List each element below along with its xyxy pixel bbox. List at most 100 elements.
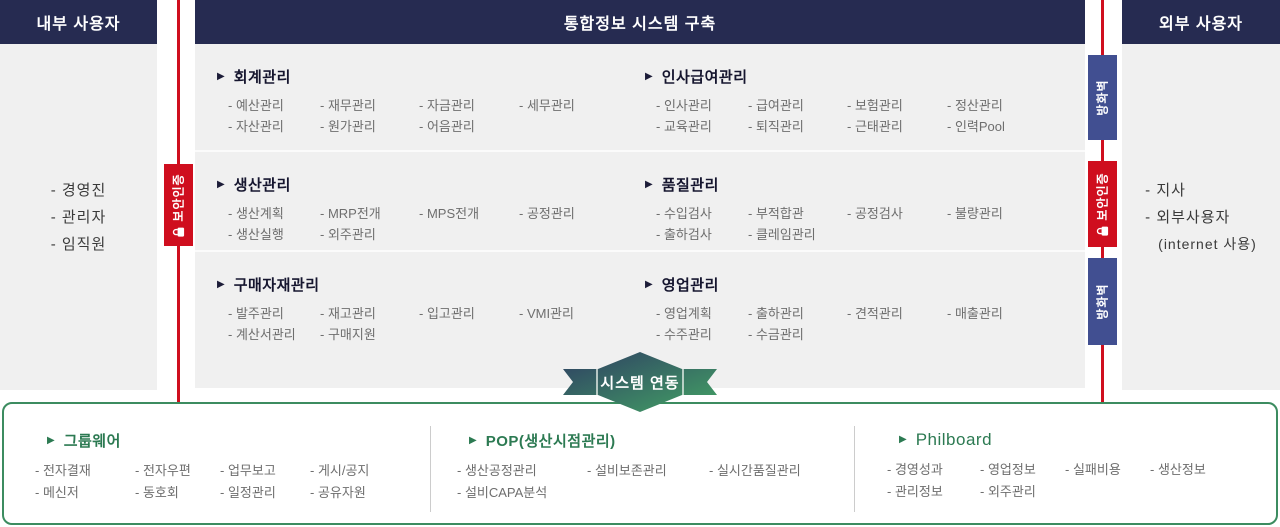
- group-item-list: - 전자결재 - 전자우편 - 업무보고 - 게시/공지 - 메신저 - 동호회 - 일정관…: [35, 460, 369, 504]
- integrated-system-panel: 통합정보 시스템 구축 ▶ 회계관리 - 예산관리 - 재무관리 - 자금관리 - 세…: [195, 0, 1085, 388]
- module-item: - 생산실행: [228, 227, 284, 242]
- module-item: - 불량관리: [947, 206, 1003, 221]
- module-item-list: - 수입검사 - 부적합관 - 공정검사 - 불량관리 - 출하검사 - 클레임관리: [656, 203, 1085, 245]
- group-item: - 경영성과: [887, 462, 943, 477]
- module-item: - 어음관리: [419, 119, 475, 134]
- group-title: POP(생산시점관리): [485, 433, 616, 450]
- module-item: - 자금관리: [419, 98, 475, 113]
- module-item: - 계산서관리: [228, 327, 296, 342]
- module-item: - 교육관리: [656, 119, 712, 134]
- module-item: - 세무관리: [519, 98, 575, 113]
- group-item: - 업무보고: [220, 463, 276, 478]
- module-item: - 생산계획: [228, 206, 284, 221]
- internal-user-item: - 경영진: [50, 181, 107, 199]
- lock-icon: [1096, 226, 1109, 236]
- module-quality: ▶ 품질관리 - 수입검사 - 부적합관 - 공정검사 - 불량관리 - 출하검사 - 클…: [645, 174, 1085, 250]
- triangle-bullet-icon: ▶: [899, 434, 907, 445]
- module-row-1: ▶ 회계관리 - 예산관리 - 재무관리 - 자금관리 - 세무관리 - 자산관리 - 원…: [195, 44, 1085, 152]
- group-item: - 생산정보: [1150, 462, 1206, 477]
- triangle-bullet-icon: ▶: [645, 178, 653, 190]
- triangle-bullet-icon: ▶: [645, 70, 653, 82]
- module-item: - 자산관리: [228, 119, 284, 134]
- module-item: - 출하관리: [748, 306, 804, 321]
- module-item: - MPS전개: [419, 206, 480, 221]
- module-item: - 퇴직관리: [748, 119, 804, 134]
- module-title: 회계관리: [233, 69, 291, 86]
- internal-user-item: - 관리자: [50, 208, 107, 226]
- module-item: - 견적관리: [847, 306, 903, 321]
- group-item: - 동호회: [135, 485, 179, 500]
- module-row-2: ▶ 생산관리 - 생산계획 - MRP전개 - MPS전개 - 공정관리 - 생산실행 -…: [195, 152, 1085, 252]
- integrated-system-header: 통합정보 시스템 구축: [195, 0, 1085, 44]
- group-item: - 실시간품질관리: [709, 463, 801, 478]
- firewall-box-top: 방화벽: [1088, 55, 1117, 140]
- module-production: ▶ 생산관리 - 생산계획 - MRP전개 - MPS전개 - 공정관리 - 생산실행 -…: [217, 174, 645, 250]
- module-item: - 수주관리: [656, 327, 712, 342]
- group-item: - 영업정보: [980, 462, 1036, 477]
- module-item: - 입고관리: [419, 306, 475, 321]
- system-link-label: 시스템 연동: [600, 375, 680, 392]
- external-user-item: - 지사: [1145, 181, 1186, 199]
- module-item: - 클레임관리: [748, 227, 816, 242]
- module-item: - 부적합관: [748, 206, 804, 221]
- firewall-label: 방화벽: [1096, 79, 1110, 116]
- module-item: - 구매지원: [320, 327, 376, 342]
- triangle-bullet-icon: ▶: [47, 434, 55, 446]
- module-item: - 수금관리: [748, 327, 804, 342]
- security-auth-label: 보안인증: [1096, 171, 1111, 221]
- triangle-bullet-icon: ▶: [469, 434, 477, 446]
- group-item-list: - 경영성과 - 영업정보 - 실패비용 - 생산정보 - 관리정보 - 외주관리: [887, 459, 1206, 503]
- double-arrow-icon: [563, 352, 717, 412]
- triangle-bullet-icon: ▶: [217, 278, 225, 290]
- group-philboard: ▶ Philboard - 경영성과 - 영업정보 - 실패비용 - 생산정보 - 관리…: [887, 430, 1206, 503]
- group-item: - 게시/공지: [310, 463, 370, 478]
- module-title: 영업관리: [661, 277, 719, 294]
- group-divider: [854, 426, 855, 512]
- group-title: 그룹웨어: [63, 433, 121, 450]
- module-row-3: ▶ 구매자재관리 - 발주관리 - 재고관리 - 입고관리 - VMI관리 - 계산서관…: [195, 252, 1085, 386]
- module-item: - 수입검사: [656, 206, 712, 221]
- group-divider: [430, 426, 431, 512]
- group-item: - 설비보존관리: [587, 463, 667, 478]
- group-item: - 관리정보: [887, 484, 943, 499]
- module-item: - 인력Pool: [947, 119, 1005, 134]
- module-item: - 급여관리: [748, 98, 804, 113]
- security-auth-label: 보안인증: [172, 172, 187, 222]
- group-item: - 공유자원: [310, 485, 366, 500]
- module-item: - 발주관리: [228, 306, 284, 321]
- external-users-header: 외부 사용자: [1122, 0, 1280, 44]
- linked-systems-box: ▶ 그룹웨어 - 전자결재 - 전자우편 - 업무보고 - 게시/공지 - 메신저 - 동…: [2, 402, 1278, 525]
- group-item: - 실패비용: [1065, 462, 1121, 477]
- module-item: - 정산관리: [947, 98, 1003, 113]
- triangle-bullet-icon: ▶: [645, 278, 653, 290]
- group-item-list: - 생산공정관리 - 설비보존관리 - 실시간품질관리 - 설비CAPA분석: [457, 460, 801, 504]
- module-item: - 인사관리: [656, 98, 712, 113]
- module-item: - 근태관리: [847, 119, 903, 134]
- module-title: 인사급여관리: [661, 69, 748, 86]
- module-item: - 외주관리: [320, 227, 376, 242]
- module-title: 품질관리: [661, 177, 719, 194]
- external-user-item-note: (internet 사용): [1158, 235, 1257, 252]
- external-user-item: - 외부사용자: [1145, 208, 1231, 226]
- group-item: - 설비CAPA분석: [457, 485, 548, 500]
- internal-user-item: - 임직원: [50, 235, 107, 253]
- group-item: - 전자결재: [35, 463, 91, 478]
- module-item-list: - 발주관리 - 재고관리 - 입고관리 - VMI관리 - 계산서관리 - 구매지원: [228, 303, 645, 345]
- triangle-bullet-icon: ▶: [217, 70, 225, 82]
- module-purchasing: ▶ 구매자재관리 - 발주관리 - 재고관리 - 입고관리 - VMI관리 - 계산서관…: [217, 274, 645, 386]
- module-sales: ▶ 영업관리 - 영업계획 - 출하관리 - 견적관리 - 매출관리 - 수주관리 - 수…: [645, 274, 1085, 386]
- module-item-list: - 생산계획 - MRP전개 - MPS전개 - 공정관리 - 생산실행 - 외주관리: [228, 203, 645, 245]
- group-item: - 생산공정관리: [457, 463, 537, 478]
- module-item-list: - 영업계획 - 출하관리 - 견적관리 - 매출관리 - 수주관리 - 수금관리: [656, 303, 1085, 345]
- group-item: - 외주관리: [980, 484, 1036, 499]
- module-item: - 보험관리: [847, 98, 903, 113]
- module-title: 생산관리: [233, 177, 291, 194]
- module-accounting: ▶ 회계관리 - 예산관리 - 재무관리 - 자금관리 - 세무관리 - 자산관리 - 원…: [217, 66, 645, 150]
- module-item: - 재무관리: [320, 98, 376, 113]
- external-users-body: - 지사 - 외부사용자 (internet 사용): [1122, 44, 1280, 390]
- group-pop: ▶ POP(생산시점관리) - 생산공정관리 - 설비보존관리 - 실시간품질관리 -…: [457, 430, 801, 504]
- module-item: - MRP전개: [320, 206, 381, 221]
- module-item: - 매출관리: [947, 306, 1003, 321]
- security-auth-box-left: 보안인증: [164, 164, 193, 246]
